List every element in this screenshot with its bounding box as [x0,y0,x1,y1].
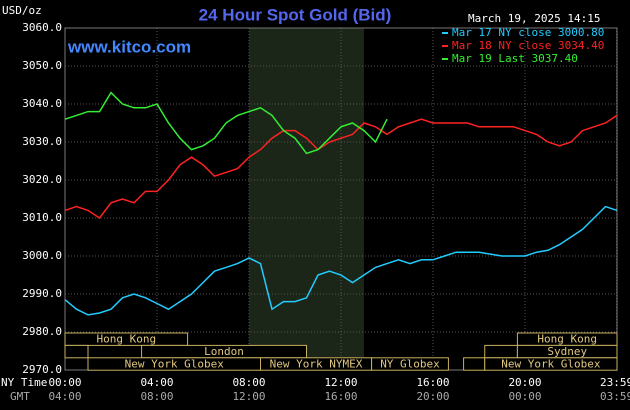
session-label: Hong Kong [96,333,156,346]
x-axis-label: NY Time [1,376,47,389]
session-label: Hong Kong [537,333,597,346]
gmt-tick-label: 12:00 [232,390,265,403]
session-box [463,357,486,371]
y-tick-label: 3050.0 [22,59,62,72]
series-line [64,114,618,220]
x-tick-label: 04:00 [140,376,173,389]
session-box [64,344,89,359]
session-box [64,332,189,346]
y-tick-label: 2970.0 [22,363,62,376]
x-tick-label: 20:00 [508,376,541,389]
y-tick-label: 3020.0 [22,173,62,186]
chart-title: 24 Hour Spot Gold (Bid) [199,5,392,24]
legend-label: Mar 19 Last 3037.40 [452,52,578,65]
legend-label: Mar 18 NY close 3034.40 [452,39,604,52]
session-box [371,357,449,371]
gmt-tick-label: 16:00 [324,390,357,403]
y-tick-label: 3010.0 [22,211,62,224]
x-tick-label: 00:00 [48,376,81,389]
session-label: New York Globex [501,357,601,370]
session-label: New York NYMEX [270,357,363,370]
legend-label: Mar 17 NY close 3000.80 [452,26,604,39]
series-line [64,91,388,155]
x-tick-label: 23:59 [600,376,630,389]
x-tick-label: 12:00 [324,376,357,389]
shaded-region [249,28,364,370]
session-label: Sydney [547,345,587,358]
chart-subtitle: March 19, 2025 14:15 [468,12,600,25]
gmt-tick-label: 00:00 [508,390,541,403]
y-tick-label: 3000.0 [22,249,62,262]
session-box [484,357,618,371]
y-tick-label: 3040.0 [22,97,62,110]
gmt-tick-label: 03:59 [600,390,630,403]
series-line [64,205,618,316]
x-tick-label: 16:00 [416,376,449,389]
session-box [484,344,518,359]
gmt-tick-label: 04:00 [48,390,81,403]
session-label: London [204,345,244,358]
y-tick-label: 2980.0 [22,325,62,338]
x-tick-label: 08:00 [232,376,265,389]
session-label: New York Globex [125,357,225,370]
gmt-tick-label: 20:00 [416,390,449,403]
x2-axis-label: GMT [10,390,30,403]
y-tick-label: 3060.0 [22,21,62,34]
y-tick-label: 2990.0 [22,287,62,300]
source-label[interactable]: www.kitco.com [67,37,191,56]
gmt-tick-label: 08:00 [140,390,173,403]
session-label: NY Globex [380,357,440,370]
y-axis-label: USD/oz [2,4,42,17]
y-tick-label: 3030.0 [22,135,62,148]
